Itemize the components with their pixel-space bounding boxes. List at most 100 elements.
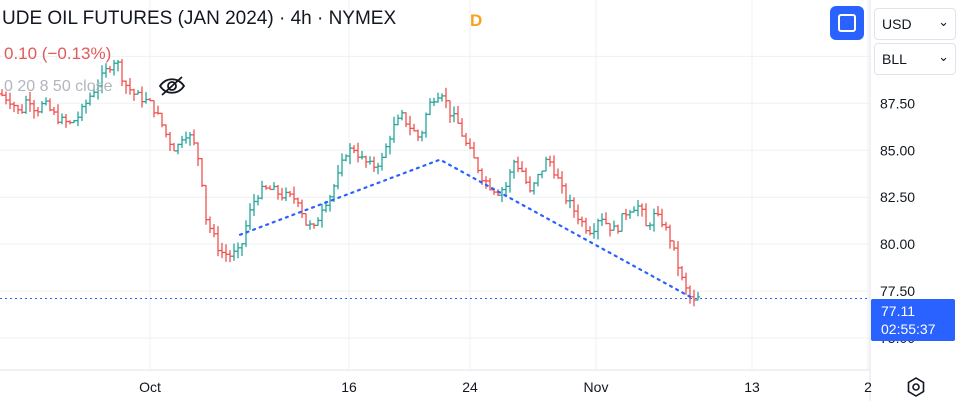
- delayed-badge[interactable]: D: [470, 11, 483, 30]
- ohlc-bar: [76, 111, 80, 127]
- ohlc-bar: [440, 93, 444, 102]
- trendline-path: [238, 158, 692, 298]
- ohlc-bar: [460, 118, 464, 137]
- ohlc-bar: [48, 98, 52, 112]
- ohlc-bar: [540, 170, 544, 179]
- unit-dropdown[interactable]: BLL ⌄: [874, 43, 956, 75]
- ohlc-bar: [552, 155, 556, 179]
- ohlc-bar: [156, 105, 160, 115]
- ohlc-bar: [148, 98, 152, 102]
- ohlc-bar: [560, 171, 564, 194]
- x-axis-ticks: Oct 16 24 Nov 13 2: [139, 379, 872, 395]
- last-price-label: 77.11 02:55:37: [871, 299, 955, 341]
- ohlc-bar: [508, 169, 512, 193]
- ohlc-bar: [0, 89, 4, 97]
- ohlc-bar: [636, 200, 640, 217]
- ohlc-bar: [292, 186, 296, 204]
- currency-dropdown[interactable]: USD ⌄: [874, 8, 956, 40]
- ohlc-bar: [312, 223, 316, 229]
- y-tick-label: 87.50: [880, 95, 915, 111]
- ohlc-bar: [612, 220, 616, 231]
- ohlc-bar: [408, 115, 412, 136]
- ohlc-bar: [592, 223, 596, 239]
- ohlc-bar: [336, 164, 340, 190]
- ohlc-bar: [512, 159, 516, 179]
- ohlc-bar: [52, 106, 56, 115]
- ohlc-bar: [572, 197, 576, 218]
- ohlc-bar: [128, 78, 132, 95]
- ohlc-bar: [132, 88, 136, 101]
- ohlc-bar: [688, 285, 692, 304]
- ohlc-bar: [196, 142, 200, 167]
- fullscreen-button[interactable]: [830, 6, 864, 40]
- ohlc-bar: [8, 92, 12, 110]
- ohlc-bar: [488, 177, 492, 191]
- last-price-value: 77.11: [881, 303, 915, 319]
- bar-countdown: 02:55:37: [881, 321, 936, 337]
- ohlc-bar: [544, 156, 548, 172]
- ohlc-bar: [520, 161, 524, 173]
- ohlc-bar: [260, 180, 264, 200]
- ohlc-bar: [428, 98, 432, 116]
- ohlc-bar: [296, 197, 300, 208]
- ohlc-bar: [276, 184, 280, 200]
- ohlc-bar: [692, 289, 696, 307]
- chart-grid: [0, 0, 870, 370]
- ohlc-bar: [340, 153, 344, 177]
- ohlc-bar: [280, 187, 284, 201]
- ohlc-bar: [28, 91, 32, 112]
- ohlc-bar: [208, 216, 212, 234]
- ohlc-bar: [388, 135, 392, 155]
- ohlc-bar: [684, 272, 688, 295]
- ohlc-bar: [224, 244, 228, 262]
- ohlc-bar: [328, 194, 332, 212]
- x-tick-label: 24: [462, 379, 478, 395]
- ohlc-bar: [288, 190, 292, 198]
- ohlc-bar: [192, 129, 196, 146]
- ohlc-bar: [232, 243, 236, 261]
- ohlc-bar: [220, 242, 224, 259]
- ohlc-bar: [68, 120, 72, 125]
- ohlc-bar: [680, 266, 684, 281]
- ohlc-bar: [184, 131, 188, 144]
- ohlc-bar: [344, 154, 348, 162]
- ohlc-bar: [204, 184, 208, 225]
- ohlc-bar: [628, 209, 632, 219]
- ohlc-bar: [308, 220, 312, 230]
- indicator-legend[interactable]: 0 20 8 50 close: [4, 78, 113, 95]
- ohlc-bar: [304, 212, 308, 226]
- ohlc-bar: [532, 182, 536, 195]
- ohlc-bar: [396, 114, 400, 126]
- ohlc-bar: [568, 194, 572, 209]
- settings-icon[interactable]: [905, 376, 927, 398]
- ohlc-bar: [32, 100, 36, 119]
- ohlc-bar: [564, 183, 568, 205]
- ohlc-bar: [676, 241, 680, 277]
- price-change: 0.10 (−0.13%): [4, 44, 112, 63]
- symbol-title[interactable]: UDE OIL FUTURES (JAN 2024) · 4h · NYMEX: [2, 8, 397, 29]
- ohlc-bar: [580, 216, 584, 227]
- ohlc-bar: [348, 143, 352, 165]
- y-tick-label: 80.00: [880, 236, 915, 252]
- ohlc-bar: [272, 182, 276, 191]
- ohlc-bar: [152, 100, 156, 118]
- ohlc-bar: [664, 221, 668, 231]
- ohlc-bar: [16, 104, 20, 115]
- ohlc-bar: [284, 187, 288, 202]
- hide-indicator-icon[interactable]: [158, 74, 186, 98]
- ohlc-bar: [100, 65, 104, 94]
- ohlc-bar: [124, 80, 128, 94]
- ohlc-bar: [452, 106, 456, 123]
- ohlc-bar: [404, 112, 408, 128]
- ohlc-bar: [556, 168, 560, 179]
- ohlc-bar: [468, 138, 472, 150]
- ohlc-bar: [60, 113, 64, 125]
- ohlc-bar: [188, 132, 192, 146]
- chevron-down-icon: ⌄: [938, 14, 949, 29]
- x-tick-label: 16: [341, 379, 357, 395]
- chevron-down-icon: ⌄: [938, 49, 949, 64]
- ohlc-bar: [104, 63, 108, 78]
- ohlc-bar: [108, 65, 112, 73]
- ohlc-bar: [244, 220, 248, 248]
